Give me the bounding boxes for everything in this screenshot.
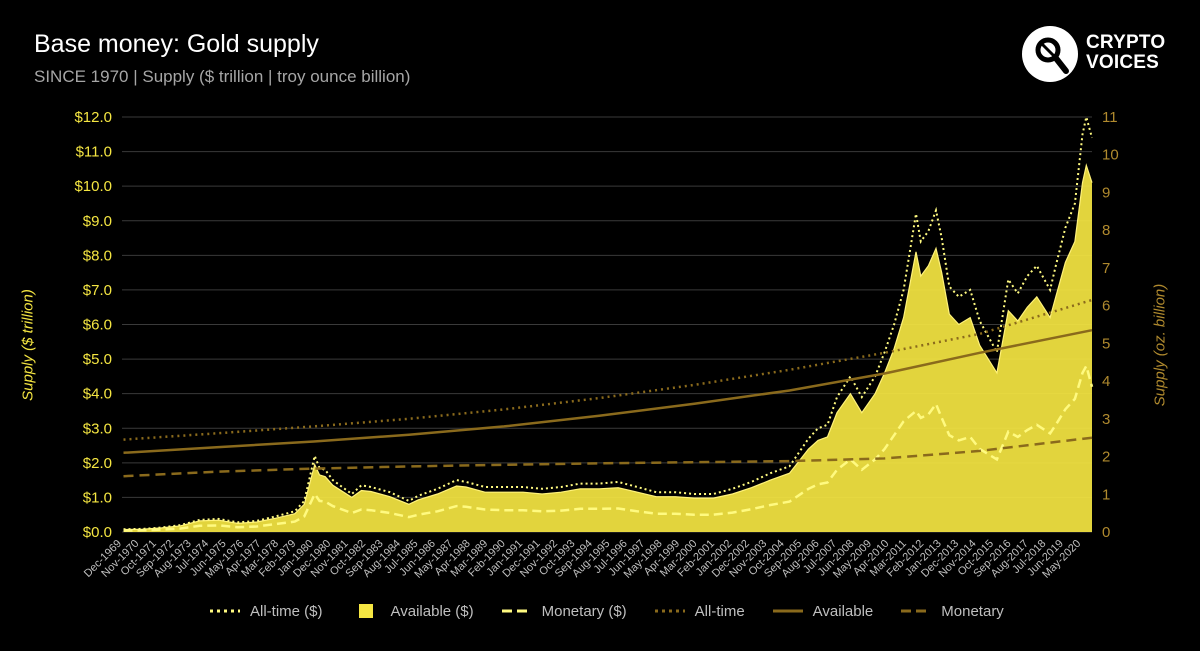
y-left-tick-label: $4.0 (83, 386, 112, 403)
chart-legend: All-time ($) Available ($) Monetary ($) All… (210, 600, 1032, 622)
y-right-tick-label: 11 (1102, 109, 1118, 126)
series-available-usd-area (123, 165, 1092, 532)
y-left-tick-label: $0.0 (83, 524, 112, 541)
y-left-tick-label: $8.0 (83, 247, 112, 264)
y-left-tick-label: $9.0 (83, 213, 112, 230)
series-monetary-usd (123, 362, 1094, 532)
y-axis-right-label: Supply (oz. billion) (1151, 283, 1169, 407)
y-right-tick-label: 2 (1102, 449, 1110, 466)
y-right-tick-label: 3 (1102, 411, 1110, 428)
series-all-time-oz (123, 298, 1093, 441)
series-available-usd-edge (123, 163, 1093, 531)
chart-title: Base money: Gold supply (34, 30, 319, 58)
legend-item: Available (772, 602, 874, 620)
y-left-tick-label: $10.0 (74, 178, 112, 195)
legend-swatch (501, 609, 532, 613)
legend-label: Available ($) (390, 602, 474, 620)
y-right-tick-label: 10 (1102, 147, 1119, 164)
y-left-tick-label: $11.0 (76, 144, 112, 161)
gold-supply-chart: $0.0 $1.0 $2.0 $3.0 $4.0 $5.0 $6.0 $7.0 $8.0 $9.0… (74, 109, 1119, 581)
legend-swatch (210, 609, 240, 613)
y-left-tick-label: $5.0 (83, 351, 112, 368)
legend-swatch (654, 609, 685, 613)
series-available-oz (123, 328, 1093, 455)
legend-label: All-time (694, 602, 745, 620)
legend-label: Available (812, 602, 874, 620)
y-right-tick-label: 1 (1102, 486, 1110, 503)
logo-text: CRYPTO VOICES (1086, 33, 1165, 73)
crypto-voices-logo: CRYPTO VOICES (1022, 26, 1172, 82)
y-right-tick-label: 8 (1102, 222, 1110, 239)
y-right-tick-label: 4 (1102, 373, 1110, 390)
legend-label: Monetary (941, 602, 1004, 620)
legend-item: Available ($) (351, 603, 474, 620)
legend-swatch (358, 604, 373, 618)
series-monetary-oz (123, 436, 1093, 478)
legend-item: All-time (654, 602, 745, 620)
y-left-tick-label: $3.0 (83, 420, 112, 437)
legend-swatch (901, 609, 932, 613)
legend-label: All-time ($) (250, 602, 323, 620)
y-right-tick-label: 5 (1102, 335, 1110, 352)
legend-item: Monetary (901, 603, 1004, 620)
y-right-tick-label: 9 (1102, 184, 1110, 201)
legend-item: All-time ($) (210, 603, 323, 620)
legend-swatch (772, 609, 803, 613)
y-left-tick-label: $2.0 (83, 455, 112, 472)
legend-label: Monetary ($) (541, 602, 627, 620)
y-left-tick-label: $7.0 (83, 282, 112, 299)
logo-line-2: VOICES (1086, 52, 1159, 73)
logo-line-1: CRYPTO (1086, 32, 1166, 53)
y-axis-left-label: Supply ($ trillion) (19, 289, 37, 401)
legend-item: Monetary ($) (501, 602, 627, 620)
microphone-icon (1022, 26, 1078, 82)
chart-subtitle: SINCE 1970 | Supply ($ trillion | troy o… (34, 67, 411, 86)
y-right-tick-label: 6 (1102, 298, 1110, 315)
y-right-tick-label: 7 (1102, 260, 1110, 277)
y-left-tick-label: $1.0 (83, 489, 112, 506)
y-left-tick-label: $12.0 (74, 109, 112, 126)
y-left-tick-label: $6.0 (83, 317, 112, 334)
y-right-tick-label: 0 (1102, 524, 1110, 541)
